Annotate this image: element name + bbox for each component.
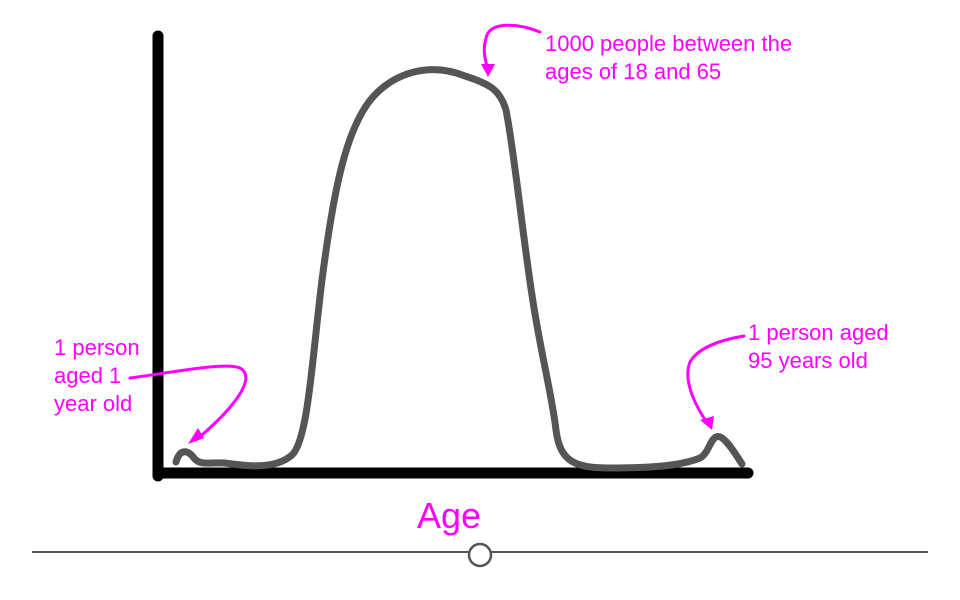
annotation-left-line-2: aged 1: [54, 363, 121, 388]
annotation-top-arrow: [482, 23, 542, 72]
annotation-top-arrowhead: [481, 64, 495, 77]
annotation-top-line-1: 1000 people between the: [545, 31, 792, 56]
annotation-left-line-1: 1 person: [54, 335, 140, 360]
annotation-left-line-3: year old: [54, 391, 132, 416]
slider-handle[interactable]: [467, 542, 493, 568]
x-axis-label: Age: [417, 495, 481, 536]
annotation-top-line-2: ages of 18 and 65: [545, 59, 721, 84]
annotation-right-line-2: 95 years old: [748, 348, 868, 373]
distribution-curve: [172, 66, 746, 472]
annotation-left-arrow: [128, 364, 248, 442]
annotation-top: 1000 people between the ages of 18 and 6…: [545, 31, 798, 84]
annotation-left-arrowhead: [188, 428, 204, 444]
annotation-right-arrow: [686, 334, 746, 426]
annotation-left: 1 person aged 1 year old: [54, 335, 146, 416]
annotation-right-arrowhead: [700, 416, 714, 430]
annotation-right: 1 person aged 95 years old: [748, 320, 895, 373]
annotation-right-line-1: 1 person aged: [748, 320, 889, 345]
